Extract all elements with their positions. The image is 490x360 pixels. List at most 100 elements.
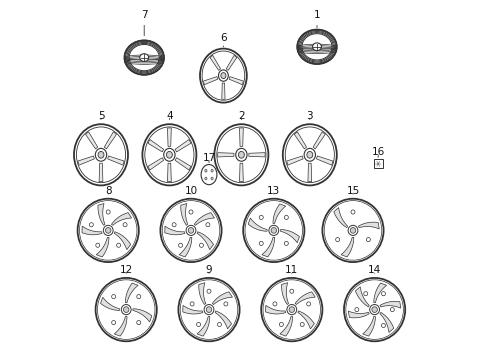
Ellipse shape xyxy=(307,302,311,306)
Text: 8: 8 xyxy=(105,186,112,196)
Polygon shape xyxy=(194,213,215,225)
Polygon shape xyxy=(298,311,314,329)
Ellipse shape xyxy=(221,73,226,78)
Polygon shape xyxy=(380,301,401,308)
Polygon shape xyxy=(99,163,103,182)
Ellipse shape xyxy=(201,165,217,185)
Text: 13: 13 xyxy=(267,186,280,196)
Polygon shape xyxy=(334,208,347,228)
Polygon shape xyxy=(181,203,188,225)
Ellipse shape xyxy=(96,243,100,247)
Ellipse shape xyxy=(204,305,214,315)
Ellipse shape xyxy=(273,302,277,306)
Ellipse shape xyxy=(382,292,386,296)
Ellipse shape xyxy=(224,302,228,306)
Polygon shape xyxy=(308,163,312,182)
Ellipse shape xyxy=(196,323,200,327)
Ellipse shape xyxy=(284,215,288,220)
Ellipse shape xyxy=(271,228,276,233)
Text: 9: 9 xyxy=(206,265,212,275)
Ellipse shape xyxy=(287,305,297,315)
Polygon shape xyxy=(210,55,221,70)
Ellipse shape xyxy=(297,30,337,64)
Polygon shape xyxy=(294,132,307,149)
Ellipse shape xyxy=(259,215,263,220)
Ellipse shape xyxy=(322,199,384,262)
Text: 14: 14 xyxy=(368,265,381,275)
Ellipse shape xyxy=(279,323,283,327)
Polygon shape xyxy=(86,132,98,149)
Polygon shape xyxy=(98,203,105,225)
Polygon shape xyxy=(133,309,152,322)
Polygon shape xyxy=(348,311,369,318)
Polygon shape xyxy=(222,83,225,99)
Ellipse shape xyxy=(206,307,212,312)
Text: 17: 17 xyxy=(202,153,216,163)
Text: 10: 10 xyxy=(184,186,197,196)
Ellipse shape xyxy=(336,238,340,242)
Ellipse shape xyxy=(123,223,127,227)
Ellipse shape xyxy=(140,54,148,62)
Polygon shape xyxy=(218,153,234,157)
Ellipse shape xyxy=(137,294,141,299)
Ellipse shape xyxy=(364,292,368,296)
Text: 4: 4 xyxy=(166,111,172,121)
Text: 1: 1 xyxy=(314,10,320,28)
Text: 7: 7 xyxy=(141,10,147,36)
Polygon shape xyxy=(249,153,265,157)
Ellipse shape xyxy=(219,70,228,81)
Ellipse shape xyxy=(112,294,116,299)
Polygon shape xyxy=(226,55,237,70)
Ellipse shape xyxy=(269,225,279,235)
Polygon shape xyxy=(374,283,387,303)
Ellipse shape xyxy=(178,278,240,341)
Ellipse shape xyxy=(103,225,113,235)
Polygon shape xyxy=(212,292,232,305)
Ellipse shape xyxy=(348,225,358,235)
Ellipse shape xyxy=(300,323,304,327)
Ellipse shape xyxy=(117,243,121,247)
Polygon shape xyxy=(215,311,231,329)
Ellipse shape xyxy=(96,148,107,161)
Ellipse shape xyxy=(211,169,213,172)
Polygon shape xyxy=(148,140,164,152)
Polygon shape xyxy=(112,213,132,225)
Polygon shape xyxy=(262,237,274,257)
Polygon shape xyxy=(248,218,267,231)
Ellipse shape xyxy=(137,320,141,325)
Polygon shape xyxy=(341,237,354,257)
Text: 3: 3 xyxy=(306,111,313,121)
Ellipse shape xyxy=(96,278,157,341)
Ellipse shape xyxy=(382,323,386,328)
Ellipse shape xyxy=(74,124,128,185)
Polygon shape xyxy=(114,316,127,336)
Ellipse shape xyxy=(239,152,245,158)
Polygon shape xyxy=(165,226,185,235)
Ellipse shape xyxy=(186,225,196,235)
Polygon shape xyxy=(273,204,286,224)
Ellipse shape xyxy=(77,199,139,262)
Text: 16: 16 xyxy=(371,147,385,157)
Polygon shape xyxy=(266,305,286,314)
Ellipse shape xyxy=(283,124,337,185)
Ellipse shape xyxy=(284,241,288,246)
Ellipse shape xyxy=(313,43,321,51)
Text: 11: 11 xyxy=(285,265,298,275)
Ellipse shape xyxy=(205,177,207,180)
Polygon shape xyxy=(96,237,109,257)
Ellipse shape xyxy=(106,210,110,214)
Polygon shape xyxy=(197,316,210,336)
Ellipse shape xyxy=(355,307,359,312)
Ellipse shape xyxy=(167,152,172,158)
Polygon shape xyxy=(125,283,138,303)
Ellipse shape xyxy=(391,307,394,312)
Text: 6: 6 xyxy=(220,33,227,47)
Ellipse shape xyxy=(190,302,194,306)
Text: 12: 12 xyxy=(120,265,133,275)
Ellipse shape xyxy=(122,305,131,315)
Ellipse shape xyxy=(205,169,207,172)
Ellipse shape xyxy=(304,148,316,161)
Polygon shape xyxy=(100,297,120,310)
Ellipse shape xyxy=(172,223,176,227)
Polygon shape xyxy=(175,158,191,170)
